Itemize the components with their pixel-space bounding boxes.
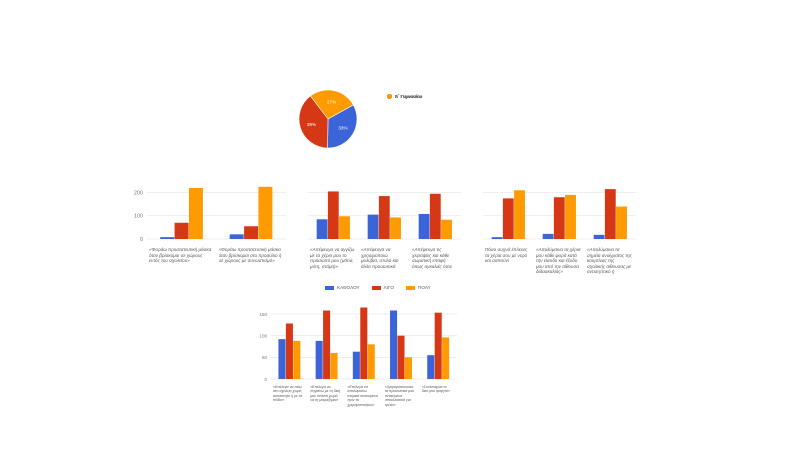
bar [427,355,435,379]
legend-swatch [406,285,416,290]
bar [404,357,412,379]
bar [174,222,189,239]
y-tick-label: 0 [140,237,143,243]
category-label: «Απέφευγα να χρησιμοποιώ μολύβια, στυλό … [361,247,399,269]
category-label: «Επέλεγα να πηγαίνω με τη δική μου τσάντ… [310,385,341,403]
legend-item: ΠΟΛΥ [406,285,431,290]
bar-chart-personal-items: 0 50 100 150 [259,307,457,382]
y-tick-label: 200 [134,190,143,196]
y-tick-label: 100 [134,214,143,220]
bar [565,194,576,239]
bar [330,353,338,379]
bar [542,233,554,239]
pie-chart-panel: 33% 39% 27% Α΄ Γυμνασίου Β΄ Γυμνασίου Γ΄ Γυμ… [295,88,425,150]
bar [352,351,360,379]
bar [258,186,273,239]
category-label: «Απολύμαινα τα σημεία ανοίγματος της κου… [587,247,632,275]
category-label: «Απέφευγα τις χειραψίες και κάθε σωματικ… [412,247,453,269]
bar-chart-hygiene [483,189,636,240]
bar [553,197,565,239]
category-label: «Συνέπαιρνα το δικό μου φαγητό» [421,385,450,394]
legend-swatch [387,94,392,99]
bar [390,310,398,379]
category-label: «Χρησιμοποιούσα τα προσωπικά μου αντικεί… [384,385,415,407]
bar [616,206,627,239]
legend-swatch [325,285,334,290]
category-label: Πόσο συχνά έπλενες τα χέρια σου με νερό … [485,247,528,264]
pie-legend-item: Γ΄ Γυμνασίου [387,94,422,99]
pie-slice [298,95,329,149]
bar [360,307,368,379]
bar [593,234,605,239]
bar [323,310,331,379]
y-tick-label: 0 [264,377,267,382]
pie-slice [327,104,358,149]
pie-legend-label: Β΄ Γυμνασίου [395,94,423,99]
bar [315,340,323,379]
bar [316,219,328,239]
bar [491,237,503,239]
pie-slice-label: 27% [327,99,336,104]
pie-legend-label: Α΄ Γυμνασίου [395,94,423,99]
bar-chart-contact-panel: «Απέφευγα να αγγίζω με τα χέρια μου το π… [300,175,465,269]
category-label: «Απολύμαινα τα χέρια μου κάθε φορά κατά … [536,247,581,275]
pie-slice-label: 33% [338,125,347,130]
bar-chart-mask: 0 100 200 [134,186,286,243]
bar [278,339,286,379]
pie-legend-label: Γ΄ Γυμνασίου [395,94,422,99]
bar-chart-personal-items-panel: ΚΑΘΟΛΟΥ ΛΙΓΟ ΠΟΛΥ 0 50 100 150 «Επέλεγα να πά… [255,283,465,407]
bar [285,323,293,379]
bar [327,191,339,239]
bar [229,234,244,239]
pie-chart: 33% 39% 27% [298,89,358,149]
pie-slice [310,89,354,120]
bar-chart-hygiene-panel: Πόσο συχνά έπλενες τα χέρια σου με νερό … [475,175,640,275]
category-label: «Επέλεγα να απολυμαίνω ατομικά αντικείμε… [347,385,378,407]
legend-item: ΛΙΓΟ [371,285,395,290]
bar [293,340,301,379]
bar [514,190,525,239]
legend-label: ΚΑΘΟΛΟΥ [337,285,360,290]
bar [441,219,452,239]
legend-label: ΛΙΓΟ [383,285,395,290]
bar [367,344,375,379]
bar [390,217,401,239]
bar [160,237,175,239]
pie-slice-label: 39% [307,122,316,127]
bar-chart-mask-panel: 0 100 200 «Φοράω προστατευτική μάσκα όταν … [125,175,290,265]
bar [442,337,450,379]
y-tick-label: 50 [262,355,268,360]
bar [502,198,514,239]
legend-item: ΚΑΘΟΛΟΥ [325,285,360,290]
bar-chart-personal-items-legend: ΚΑΘΟΛΟΥ ΛΙΓΟ ΠΟΛΥ [325,285,431,290]
legend-swatch [371,285,381,290]
bar [434,312,442,379]
category-label: «Φοράω προστατευτική μάσκα όταν βρίσκομα… [218,247,282,264]
legend-label: ΠΟΛΥ [418,285,431,290]
category-label: «Απέφευγα να αγγίζω με τα χέρια μου το π… [310,247,355,269]
bar [429,193,441,239]
bar [339,216,350,239]
bar [397,335,405,379]
bar-chart-contact [308,191,461,240]
bar [378,196,390,239]
bar [418,213,430,239]
bar [367,214,379,239]
bar [604,189,616,239]
category-label: «Επέλεγα να πάω στο σχολείο χωρίς αυτοκί… [273,385,302,403]
y-tick-label: 150 [259,312,267,317]
category-label: «Φοράω προστατευτική μάσκα όταν βρίσκομα… [149,247,212,264]
y-tick-label: 100 [259,333,267,338]
bar [188,187,203,239]
bar [244,226,259,239]
